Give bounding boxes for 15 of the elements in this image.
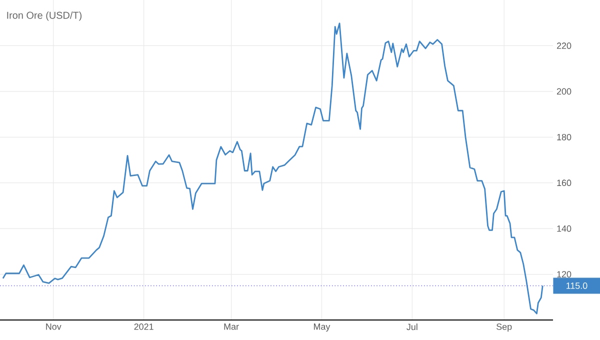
ref-line-label: 115.0 xyxy=(566,282,588,289)
y-tick-label: 140 xyxy=(557,225,572,232)
x-tick-label: 2021 xyxy=(134,324,154,330)
x-tick-label: Mar xyxy=(224,324,239,330)
line-series xyxy=(2,22,544,314)
y-tick-label: 120 xyxy=(557,271,572,278)
y-tick-label: 180 xyxy=(557,134,572,140)
x-tick-label: Sep xyxy=(496,324,512,332)
y-tick-label: 200 xyxy=(556,88,572,95)
x-tick-label: Jul xyxy=(406,324,418,330)
y-tick-label: 160 xyxy=(557,180,572,186)
x-tick-label: Nov xyxy=(46,324,62,330)
y-tick-label: 220 xyxy=(556,42,572,49)
text: Iron Ore (USD/T) xyxy=(7,12,82,21)
x-tick-label: May xyxy=(314,324,330,332)
